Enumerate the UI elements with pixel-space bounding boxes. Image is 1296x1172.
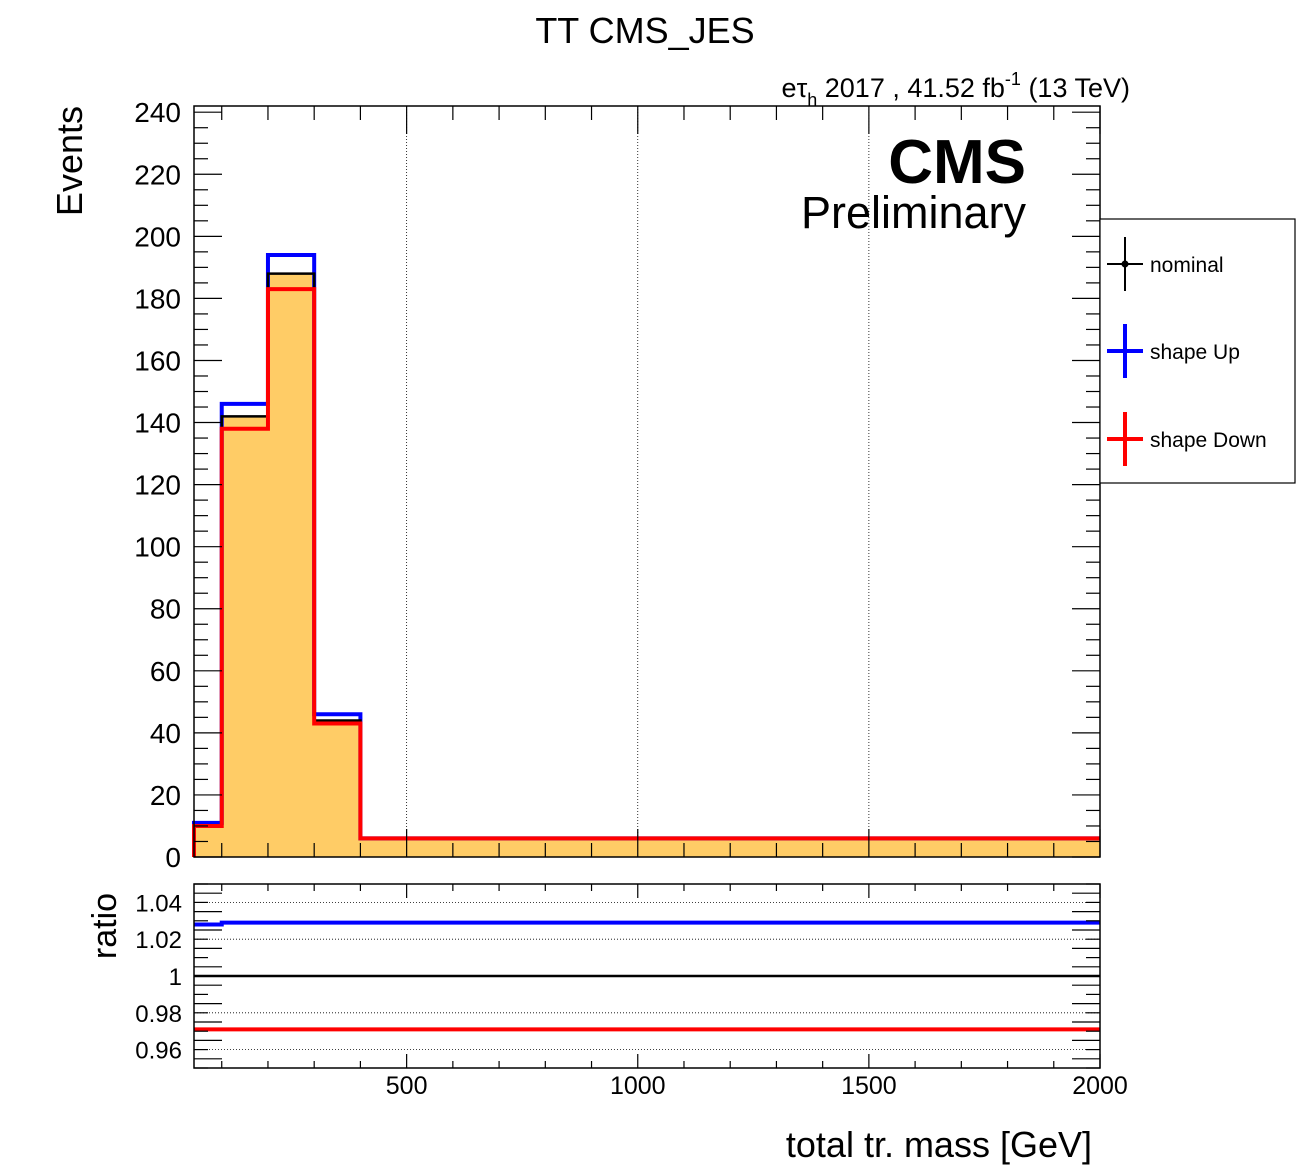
main-y-tick-label: 180 [134, 283, 181, 314]
cms-label: CMS [888, 128, 1026, 197]
x-tick-label: 1000 [610, 1072, 666, 1100]
main-y-tick-label: 100 [134, 532, 181, 563]
legend-label: shape Up [1150, 341, 1240, 364]
legend-marker-dot [1121, 260, 1129, 268]
main-axis-ticks [194, 106, 1101, 858]
main-y-tick-label: 40 [150, 718, 181, 749]
main-panel: 0 20 40 60 80 100 120 140 160 180 200 220 240 Events… [49, 97, 1101, 873]
lumi-label: eτh 2017 , 41.52 fb-1 (13 TeV) [782, 69, 1130, 110]
main-grid [406, 106, 870, 857]
main-y-tick-label: 220 [134, 159, 181, 190]
ratio-y-tick-label: 1 [169, 964, 182, 991]
main-y-tick-label: 60 [150, 656, 181, 687]
main-y-tick-label: 80 [150, 594, 181, 625]
main-y-tick-label: 160 [134, 345, 181, 376]
lumi-channel-tau: τ [797, 73, 808, 103]
ratio-axis-ticks [194, 883, 1101, 1069]
nominal-fill-area [194, 273, 1100, 858]
ratio-y-tick-label: 0.96 [135, 1038, 182, 1065]
legend: nominal shape Up shape Down [1099, 218, 1296, 484]
ratio-y-tick-label: 0.98 [135, 1001, 182, 1028]
main-y-tick-label: 120 [134, 470, 181, 501]
chart-title: TT CMS_JES [535, 10, 754, 51]
nominal-fill [194, 273, 1100, 858]
lumi-energy: (13 TeV) [1021, 73, 1130, 103]
x-axis-label: total tr. mass [GeV] [786, 1124, 1092, 1165]
shape-down-histogram-line [192, 287, 1100, 857]
ratio-y-tick-labels: 0.96 0.98 1 1.02 1.04 [135, 890, 182, 1064]
ratio-y-tick-label: 1.02 [135, 927, 182, 954]
legend-entry-nominal: nominal [1107, 237, 1224, 291]
lumi-channel-prefix: e [782, 73, 797, 103]
lumi-exponent: -1 [1005, 69, 1021, 89]
legend-entry-shape-up: shape Up [1107, 324, 1240, 378]
main-y-tick-label: 140 [134, 408, 181, 439]
shape-up-ratio-line [194, 920, 1100, 927]
ratio-y-tick-label: 1.04 [135, 890, 182, 917]
ratio-x-tick-labels: 500 1000 1500 2000 [386, 1072, 1128, 1100]
x-tick-label: 2000 [1072, 1072, 1128, 1100]
legend-label: nominal [1150, 254, 1224, 277]
lumi-year-lumi: 2017 , 41.52 fb [817, 73, 1005, 103]
main-histogram-lines [192, 252, 1100, 857]
main-y-tick-label: 240 [134, 97, 181, 128]
x-tick-label: 1500 [841, 1072, 897, 1100]
main-y-tick-label: 0 [165, 842, 181, 873]
lumi-channel-sub: h [807, 90, 817, 110]
x-tick-label: 500 [386, 1072, 428, 1100]
main-y-tick-labels: 0 20 40 60 80 100 120 140 160 180 200 220 240 [134, 97, 181, 873]
legend-label: shape Down [1150, 429, 1267, 452]
main-y-tick-label: 20 [150, 780, 181, 811]
main-y-tick-label: 200 [134, 221, 181, 252]
legend-entries: nominal shape Up shape Down [1107, 237, 1267, 466]
ratio-y-axis-label: ratio [86, 893, 124, 959]
legend-entry-shape-down: shape Down [1107, 412, 1267, 466]
main-y-axis-label: Events [49, 106, 90, 216]
ratio-lines [194, 920, 1100, 1032]
preliminary-label: Preliminary [801, 187, 1027, 238]
